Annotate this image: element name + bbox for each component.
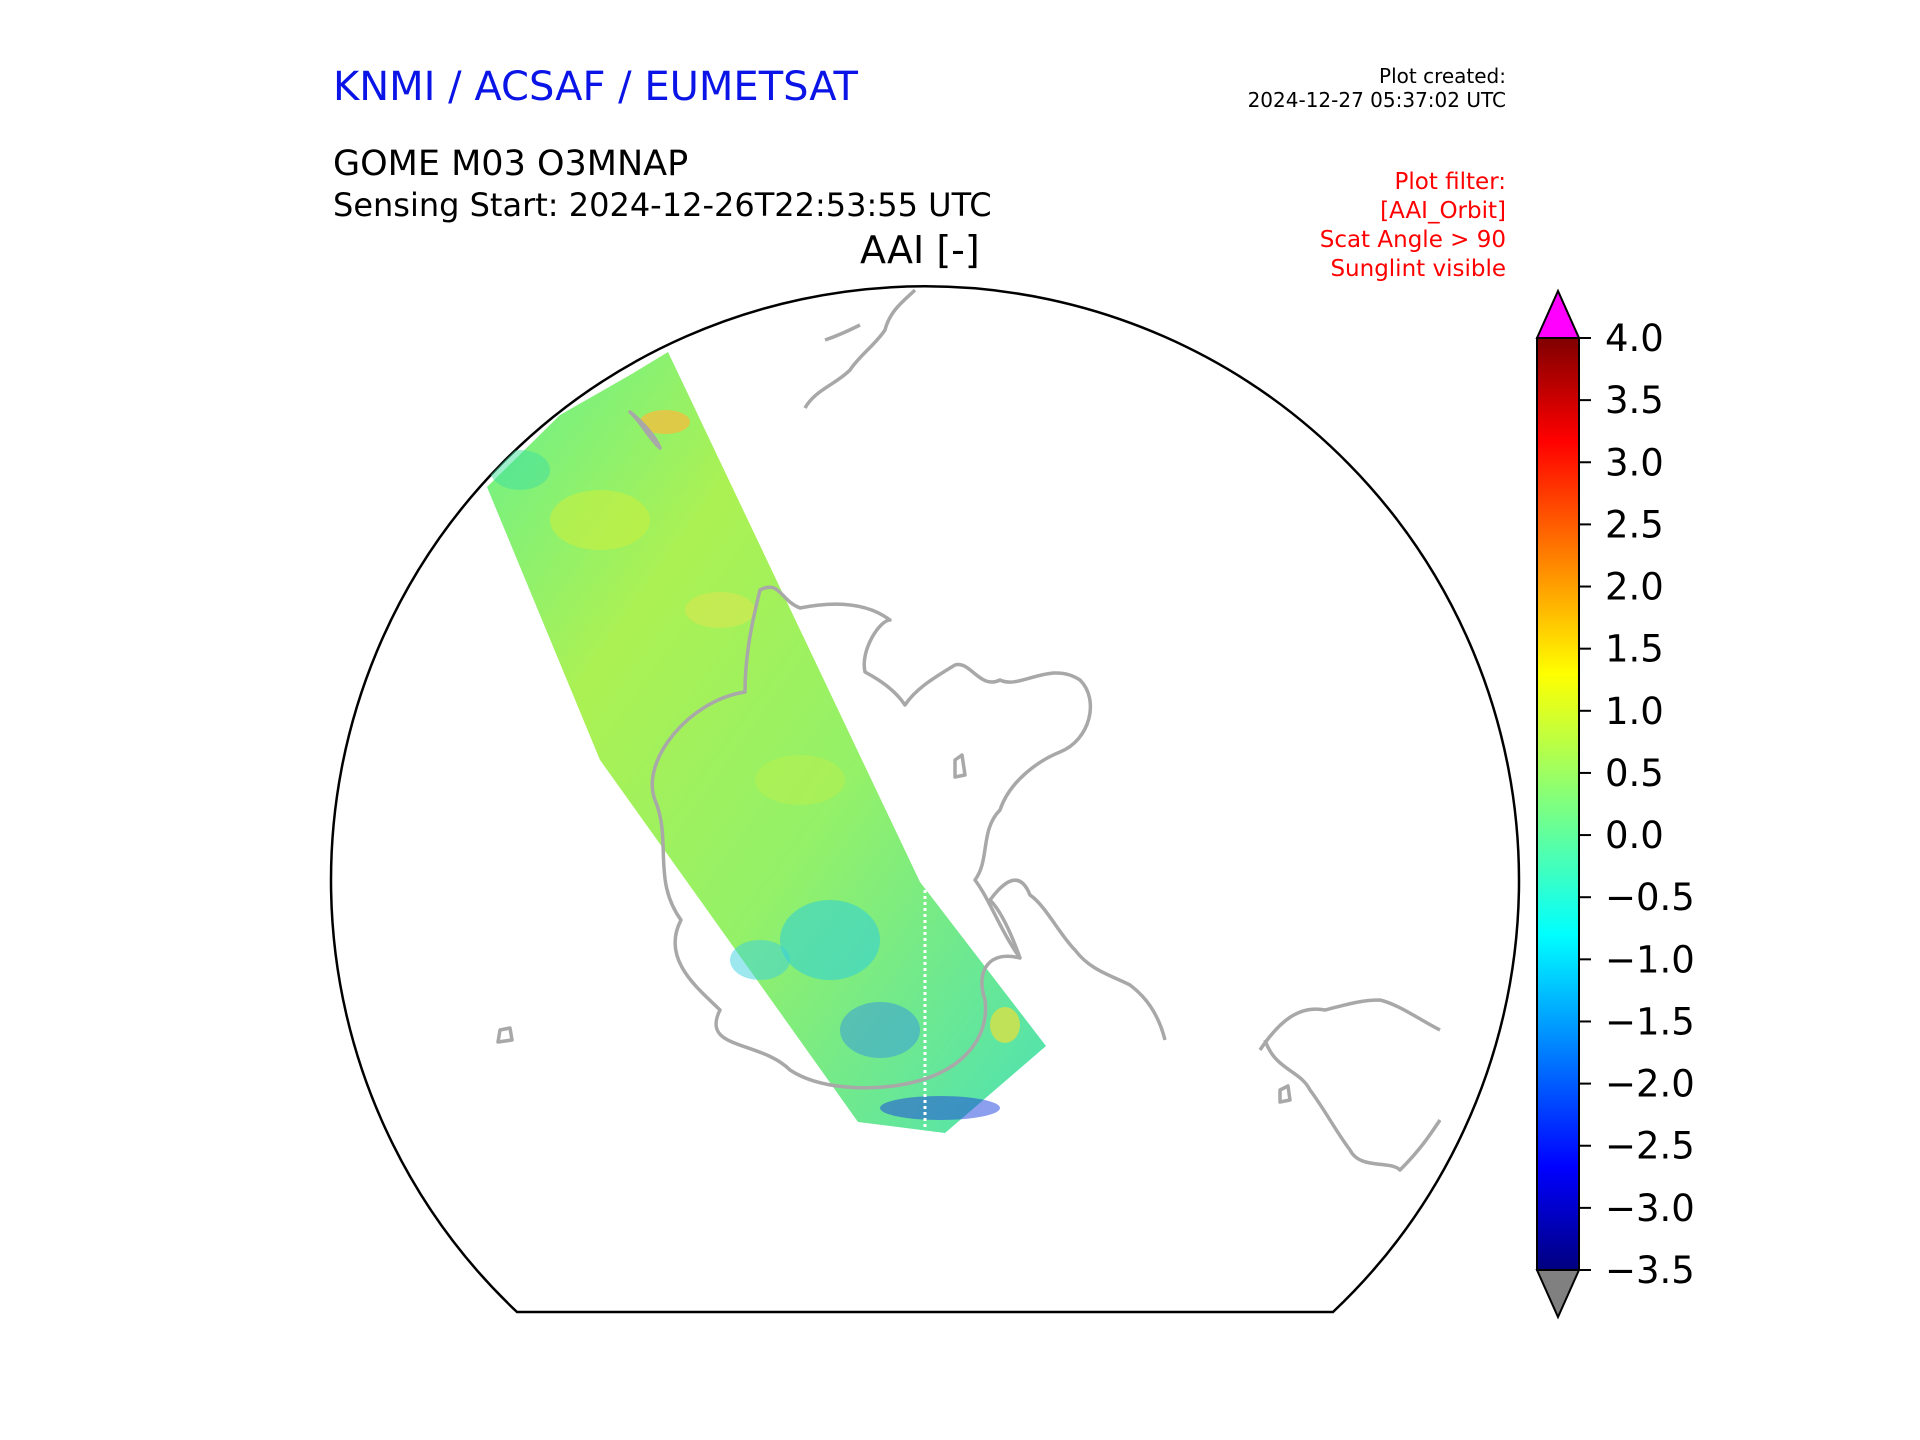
colorbar-tick-label: 4.0 bbox=[1605, 317, 1664, 360]
coast-ross-sea bbox=[628, 410, 662, 450]
colorbar-tick-label: −3.0 bbox=[1605, 1187, 1695, 1230]
swath bbox=[487, 352, 1046, 1133]
filter-aai-orbit: [AAI_Orbit] bbox=[1380, 198, 1506, 224]
plot-created-label: Plot created: bbox=[1379, 64, 1506, 88]
colorbar-tick-label: 1.5 bbox=[1605, 628, 1664, 671]
colorbar-tick-label: −1.5 bbox=[1605, 1000, 1695, 1043]
colorbar-tick-label: −2.0 bbox=[1605, 1063, 1695, 1106]
organization-title: KNMI / ACSAF / EUMETSAT bbox=[333, 64, 858, 110]
colorbar-tick-label: −2.5 bbox=[1605, 1125, 1695, 1168]
product-title: GOME M03 O3MNAP bbox=[333, 144, 689, 184]
colorbar-tick-label: 3.0 bbox=[1605, 441, 1664, 484]
colorbar-gradient bbox=[1536, 337, 1580, 1271]
colorbar-ticks: 4.0 3.5 3.0 2.5 2.0 1.5 1.0 0.5 0.0 −0.5 −1.0 −1.5 −… bbox=[1579, 317, 1695, 1292]
coast-south-america bbox=[1258, 998, 1442, 1172]
colorbar-tick-label: 2.5 bbox=[1605, 503, 1664, 546]
colorbar-under-extend bbox=[1535, 1269, 1581, 1320]
colorbar-tick-label: −3.5 bbox=[1605, 1249, 1695, 1292]
map-boundary bbox=[329, 285, 1521, 1314]
colorbar-tick-label: −1.0 bbox=[1605, 938, 1695, 981]
colorbar-over-extend bbox=[1535, 288, 1581, 339]
colorbar-tick-label: 1.0 bbox=[1605, 690, 1664, 733]
colorbar-tick-label: 0.5 bbox=[1605, 752, 1664, 795]
coast-antarctica bbox=[650, 585, 1093, 1090]
coastlines bbox=[496, 288, 1442, 1172]
coast-island-3 bbox=[953, 753, 967, 779]
colorbar-tick-label: 0.0 bbox=[1605, 814, 1664, 857]
plot-created-time: 2024-12-27 05:37:02 UTC bbox=[1247, 88, 1506, 112]
variable-title: AAI [-] bbox=[860, 228, 980, 272]
coast-antarctic-peninsula bbox=[988, 878, 1167, 1041]
colorbar-tick-label: 2.0 bbox=[1605, 566, 1664, 609]
filter-sunglint: Sunglint visible bbox=[1330, 256, 1506, 282]
colorbar: 4.0 3.5 3.0 2.5 2.0 1.5 1.0 0.5 0.0 −0.5 −1.0 −1.5 −… bbox=[1535, 288, 1695, 1320]
sensing-start: Sensing Start: 2024-12-26T22:53:55 UTC bbox=[333, 186, 992, 224]
coast-new-zealand bbox=[803, 288, 917, 409]
filter-label: Plot filter: bbox=[1394, 169, 1506, 195]
colorbar-tick-label: −0.5 bbox=[1605, 876, 1695, 919]
coast-island-2 bbox=[1278, 1084, 1292, 1104]
swath-texture bbox=[490, 410, 1020, 1120]
colorbar-tick-label: 3.5 bbox=[1605, 379, 1664, 422]
coast-island-1 bbox=[496, 1026, 514, 1044]
filter-scat-angle: Scat Angle > 90 bbox=[1319, 227, 1506, 253]
